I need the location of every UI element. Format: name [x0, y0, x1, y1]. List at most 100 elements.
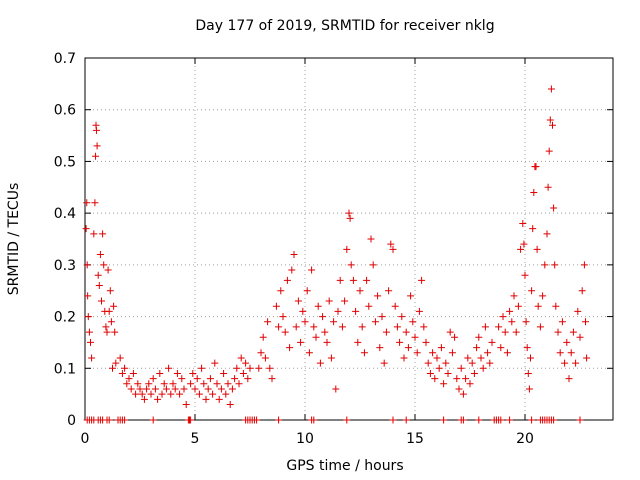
- data-point: [389, 245, 397, 253]
- data-point: [90, 230, 98, 238]
- y-tick-label: 0.5: [54, 154, 76, 170]
- data-point: [382, 328, 390, 336]
- data-point: [123, 380, 131, 388]
- data-point: [105, 416, 113, 424]
- data-point: [294, 297, 302, 305]
- data-point: [544, 183, 552, 191]
- axis-ticks: [84, 57, 613, 421]
- data-point: [140, 395, 148, 403]
- tick-labels: 0 0.1 0.2 0.3 0.4 0.5 0.6 0.7 0 5 10 15 20: [54, 51, 534, 447]
- y-tick-label: 0: [67, 413, 76, 429]
- data-point: [402, 328, 410, 336]
- data-point: [268, 375, 276, 383]
- data-point: [143, 385, 151, 393]
- data-point: [95, 282, 103, 290]
- data-point: [554, 328, 562, 336]
- data-point: [525, 385, 533, 393]
- data-point: [431, 375, 439, 383]
- data-point: [536, 323, 544, 331]
- data-point: [479, 364, 487, 372]
- data-point: [426, 369, 434, 377]
- data-point: [297, 338, 305, 346]
- data-point: [99, 230, 107, 238]
- data-point: [299, 307, 307, 315]
- data-point: [109, 364, 116, 372]
- data-point: [413, 349, 421, 357]
- data-point: [167, 390, 175, 398]
- data-point: [572, 359, 580, 367]
- data-point: [550, 204, 558, 212]
- data-point: [580, 261, 588, 269]
- data-point: [380, 359, 388, 367]
- data-point: [178, 375, 186, 383]
- data-point: [556, 349, 564, 357]
- data-point: [367, 235, 375, 243]
- data-point: [484, 349, 492, 357]
- data-point: [363, 276, 371, 284]
- data-point: [187, 416, 195, 424]
- data-point: [400, 354, 408, 362]
- data-point: [182, 400, 190, 408]
- x-tick-label: 5: [191, 431, 200, 447]
- data-point: [528, 287, 536, 295]
- data-point: [523, 344, 531, 352]
- data-point: [91, 199, 99, 207]
- data-point: [543, 230, 551, 238]
- data-point: [253, 416, 261, 424]
- data-point: [308, 266, 316, 274]
- data-point: [369, 261, 377, 269]
- data-point: [389, 416, 397, 424]
- data-point: [213, 380, 221, 388]
- data-point: [198, 364, 206, 372]
- data-point: [409, 318, 417, 326]
- data-point: [134, 380, 142, 388]
- data-point: [272, 302, 280, 310]
- data-point: [106, 287, 114, 295]
- y-axis-label: SRMTID / TECUs: [6, 183, 22, 296]
- data-point: [457, 364, 465, 372]
- data-point: [160, 380, 168, 388]
- data-point: [321, 328, 329, 336]
- data-point: [420, 323, 428, 331]
- data-point: [534, 302, 542, 310]
- data-point: [334, 307, 342, 315]
- data-point: [385, 287, 393, 295]
- data-point: [149, 375, 157, 383]
- data-point: [330, 318, 338, 326]
- y-tick-label: 0.6: [54, 103, 76, 119]
- data-point: [567, 349, 575, 357]
- data-point: [93, 142, 101, 150]
- data-point: [261, 354, 269, 362]
- data-point: [277, 287, 285, 295]
- data-point: [279, 313, 287, 321]
- data-point: [151, 385, 159, 393]
- data-point: [464, 354, 472, 362]
- data-point: [354, 338, 362, 346]
- data-point: [231, 375, 239, 383]
- data-point: [462, 375, 470, 383]
- data-point: [459, 416, 467, 424]
- data-point: [204, 385, 212, 393]
- data-point: [565, 375, 573, 383]
- data-point: [206, 375, 214, 383]
- data-point: [477, 354, 485, 362]
- data-point: [121, 416, 129, 424]
- data-point: [162, 385, 170, 393]
- data-point: [519, 219, 527, 227]
- data-point: [237, 354, 245, 362]
- data-point: [506, 416, 514, 424]
- data-point: [501, 328, 509, 336]
- data-point: [576, 416, 584, 424]
- data-point: [466, 380, 474, 388]
- data-point: [506, 307, 514, 315]
- data-point: [522, 318, 530, 326]
- x-axis-label: GPS time / hours: [286, 458, 403, 474]
- data-point: [547, 85, 555, 93]
- data-point: [411, 333, 419, 341]
- data-point: [521, 271, 529, 279]
- data-point: [195, 390, 203, 398]
- data-point: [530, 188, 538, 196]
- data-point: [85, 328, 93, 336]
- data-point: [82, 225, 90, 233]
- data-point: [220, 369, 228, 377]
